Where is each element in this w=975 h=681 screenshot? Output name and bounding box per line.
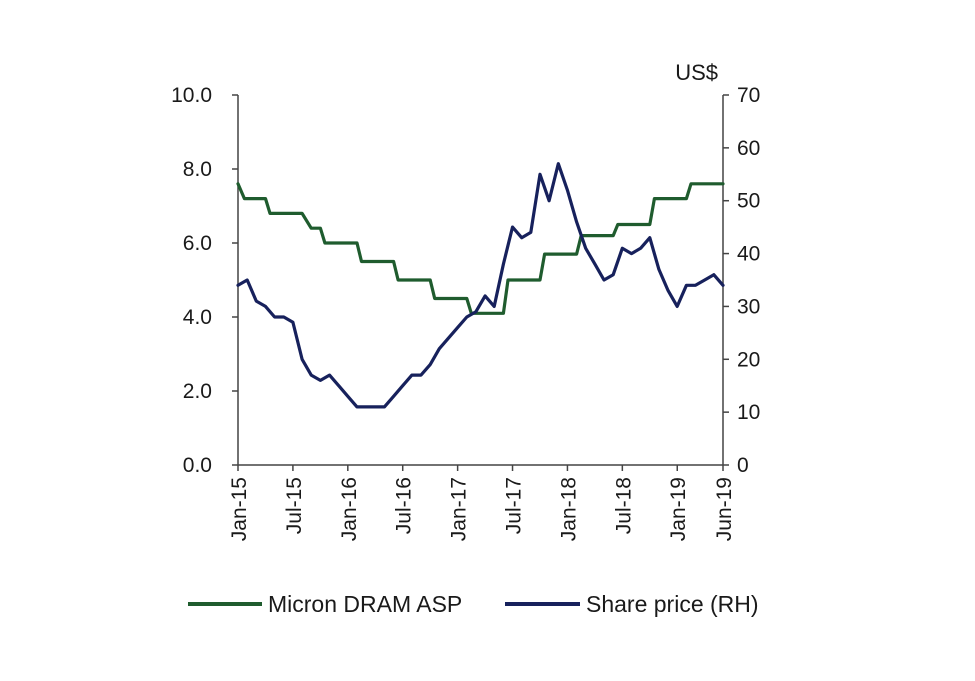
right-tick-label: 60 <box>737 137 760 160</box>
legend-label-share-price: Share price (RH) <box>586 591 759 617</box>
left-tick-label: 4.0 <box>183 306 212 329</box>
right-tick-label: 0 <box>737 454 749 477</box>
right-tick-label: 30 <box>737 295 760 318</box>
plot-area: 0.0 2.0 4.0 6.0 8.0 10.0 0 10 20 30 40 50 60 70 Jan-… <box>171 84 760 541</box>
x-axis-ticks: Jan-15 Jul-15 Jan-16 Jul-16 Jan-17 Jul-17 Jan-… <box>228 465 736 541</box>
x-tick-label: Jan-19 <box>667 477 690 541</box>
left-axis-ticks: 0.0 2.0 4.0 6.0 8.0 10.0 <box>171 84 238 477</box>
right-tick-label: 20 <box>737 348 760 371</box>
right-tick-label: 50 <box>737 190 760 213</box>
x-tick-label: Jul-18 <box>612 477 635 534</box>
left-tick-label: 0.0 <box>183 454 212 477</box>
right-tick-label: 40 <box>737 243 760 266</box>
x-tick-label: Jan-16 <box>338 477 361 541</box>
legend-label-dram-asp: Micron DRAM ASP <box>268 591 462 617</box>
left-tick-label: 8.0 <box>183 158 212 181</box>
left-tick-label: 2.0 <box>183 380 212 403</box>
series-line-dram-asp <box>236 182 725 315</box>
right-tick-label: 10 <box>737 401 760 424</box>
legend: Micron DRAM ASP Share price (RH) <box>188 591 759 617</box>
right-axis-ticks: 0 10 20 30 40 50 60 70 <box>723 84 760 477</box>
series-layer <box>236 162 725 409</box>
x-tick-label: Jan-18 <box>557 477 580 541</box>
right-axis-unit: US$ <box>675 60 718 85</box>
left-tick-label: 6.0 <box>183 232 212 255</box>
x-tick-label: Jul-17 <box>503 477 526 534</box>
right-tick-label: 70 <box>737 84 760 107</box>
x-tick-label: Jan-17 <box>448 477 471 541</box>
x-tick-label: Jul-16 <box>393 477 416 534</box>
left-tick-label: 10.0 <box>171 84 212 107</box>
x-tick-label: Jun-19 <box>713 477 736 541</box>
x-tick-label: Jul-15 <box>283 477 306 534</box>
series-line-share-price <box>236 162 725 409</box>
x-tick-label: Jan-15 <box>228 477 251 541</box>
